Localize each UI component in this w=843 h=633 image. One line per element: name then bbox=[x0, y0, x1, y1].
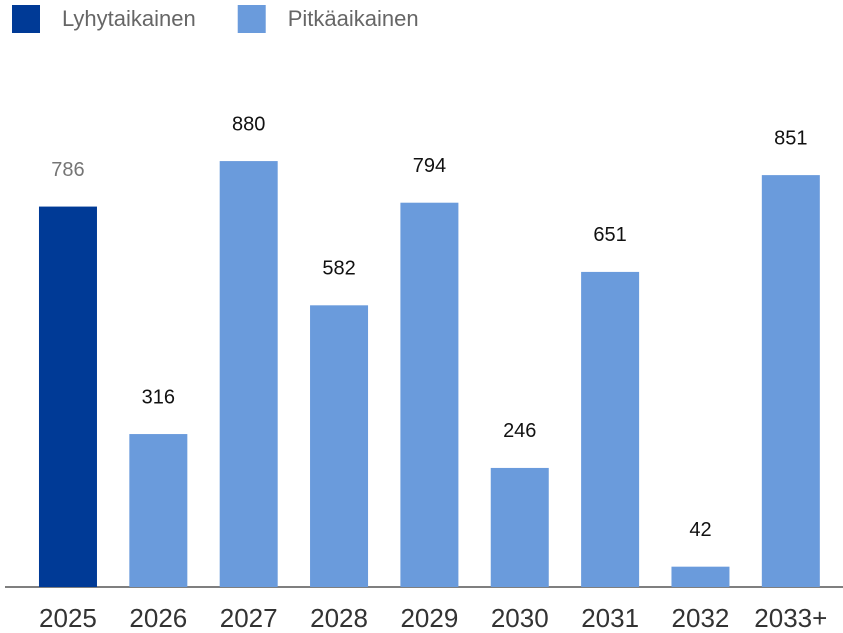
x-tick-label: 2032 bbox=[672, 603, 730, 633]
value-label: 316 bbox=[142, 386, 175, 408]
legend-swatch bbox=[237, 5, 266, 33]
value-label: 786 bbox=[51, 159, 84, 181]
x-tick-label: 2029 bbox=[400, 603, 458, 633]
legend-swatch bbox=[12, 5, 40, 33]
bar bbox=[129, 434, 188, 587]
legend-label: Lyhytaikainen bbox=[62, 6, 196, 31]
x-tick-label: 2025 bbox=[39, 603, 97, 633]
bar bbox=[581, 271, 640, 587]
x-tick-label: 2026 bbox=[129, 603, 187, 633]
bar bbox=[671, 566, 730, 587]
value-label: 582 bbox=[322, 258, 355, 280]
bar bbox=[219, 161, 278, 587]
bar bbox=[38, 206, 97, 588]
x-tick-label: 2030 bbox=[491, 603, 549, 633]
bar bbox=[310, 305, 369, 587]
bar bbox=[400, 202, 459, 588]
value-label: 651 bbox=[593, 224, 626, 246]
x-tick-label: 2031 bbox=[581, 603, 639, 633]
value-label: 851 bbox=[774, 127, 807, 149]
value-label: 880 bbox=[232, 113, 265, 135]
x-tick-label: 2027 bbox=[220, 603, 278, 633]
value-label: 42 bbox=[689, 519, 711, 541]
bar bbox=[490, 467, 549, 587]
bar bbox=[761, 175, 820, 587]
x-tick-label: 2033+ bbox=[754, 603, 827, 633]
legend-label: Pitkäaikainen bbox=[288, 6, 419, 31]
value-label: 794 bbox=[413, 155, 446, 177]
x-tick-label: 2028 bbox=[310, 603, 368, 633]
value-label: 246 bbox=[503, 420, 536, 442]
